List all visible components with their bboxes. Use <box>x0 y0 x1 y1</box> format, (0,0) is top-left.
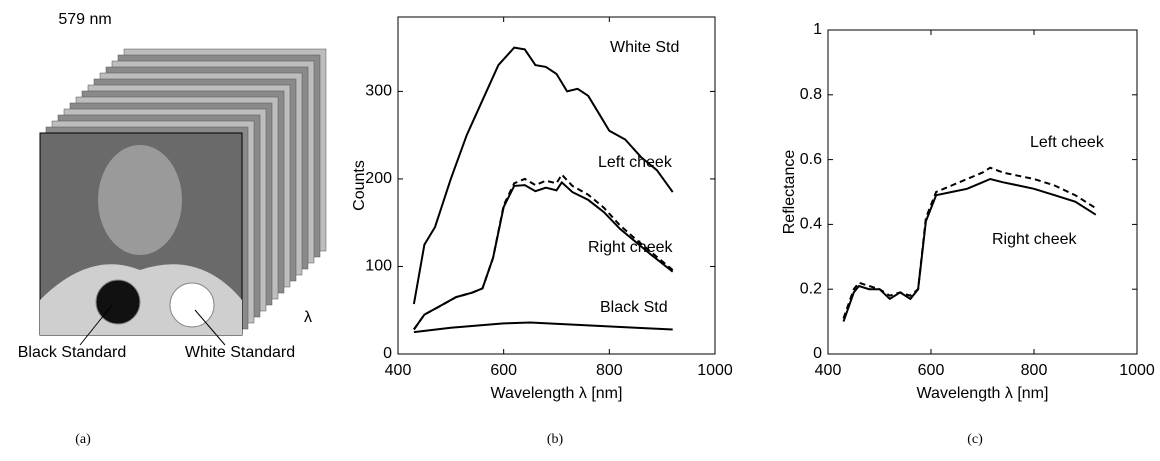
x-axis-label: Wavelength λ [nm] <box>491 385 623 402</box>
image-panel: 579 nm Black Standard White Standard λ (… <box>18 11 327 447</box>
plot-frame <box>827 29 1138 355</box>
y-tick-label: 0.2 <box>800 280 822 297</box>
image-title: 579 nm <box>58 11 111 28</box>
chart: 400 600 800 1000 0 0.2 0.4 0.6 0.8 1 Wavelength λ … <box>781 21 1155 447</box>
series-label: Right cheek <box>588 239 673 256</box>
caption: (b) <box>547 432 564 447</box>
face <box>98 145 182 255</box>
lambda-label: λ <box>304 309 312 326</box>
x-tick-label: 1000 <box>1119 362 1155 379</box>
black-label: Black Standard <box>18 344 127 361</box>
y-tick-label: 300 <box>365 83 392 100</box>
y-tick-label: 1 <box>813 21 822 38</box>
series-line <box>842 166 1097 319</box>
y-tick-label: 0 <box>813 345 822 362</box>
y-axis-label: Reflectance <box>781 150 798 235</box>
series-line <box>842 177 1097 322</box>
x-tick-label: 800 <box>596 362 623 379</box>
x-tick-label: 400 <box>815 362 842 379</box>
x-tick-label: 1000 <box>697 362 733 379</box>
series-label: Black Std <box>600 299 668 316</box>
series-label: Left cheek <box>1030 134 1105 151</box>
caption: (a) <box>75 432 91 447</box>
series-label: Left cheek <box>598 154 673 171</box>
white-standard <box>169 282 215 328</box>
white-label: White Standard <box>185 344 295 361</box>
x-tick-label: 800 <box>1021 362 1048 379</box>
y-tick-label: 200 <box>365 170 392 187</box>
y-tick-label: 0.6 <box>800 151 822 168</box>
series-line <box>413 180 674 331</box>
chart: 400 600 800 1000 0 100 200 300 Wavelength λ [nm]… <box>351 16 733 447</box>
x-tick-label: 600 <box>918 362 945 379</box>
plot-frame <box>397 16 716 355</box>
series-label: Right cheek <box>992 231 1077 248</box>
x-tick-label: 400 <box>385 362 412 379</box>
y-tick-label: 0.4 <box>800 216 822 233</box>
y-tick-label: 0 <box>383 345 392 362</box>
leader-line <box>194 309 226 346</box>
x-tick-label: 600 <box>490 362 517 379</box>
x-axis-label: Wavelength λ [nm] <box>917 385 1049 402</box>
series-label: White Std <box>610 39 679 56</box>
black-standard <box>95 279 141 325</box>
y-tick-label: 100 <box>365 258 392 275</box>
leader-line <box>79 304 113 346</box>
series-line <box>412 46 674 305</box>
y-axis-label: Counts <box>351 160 368 211</box>
caption: (c) <box>967 432 983 447</box>
y-tick-label: 0.8 <box>800 86 822 103</box>
series-line <box>413 321 673 334</box>
